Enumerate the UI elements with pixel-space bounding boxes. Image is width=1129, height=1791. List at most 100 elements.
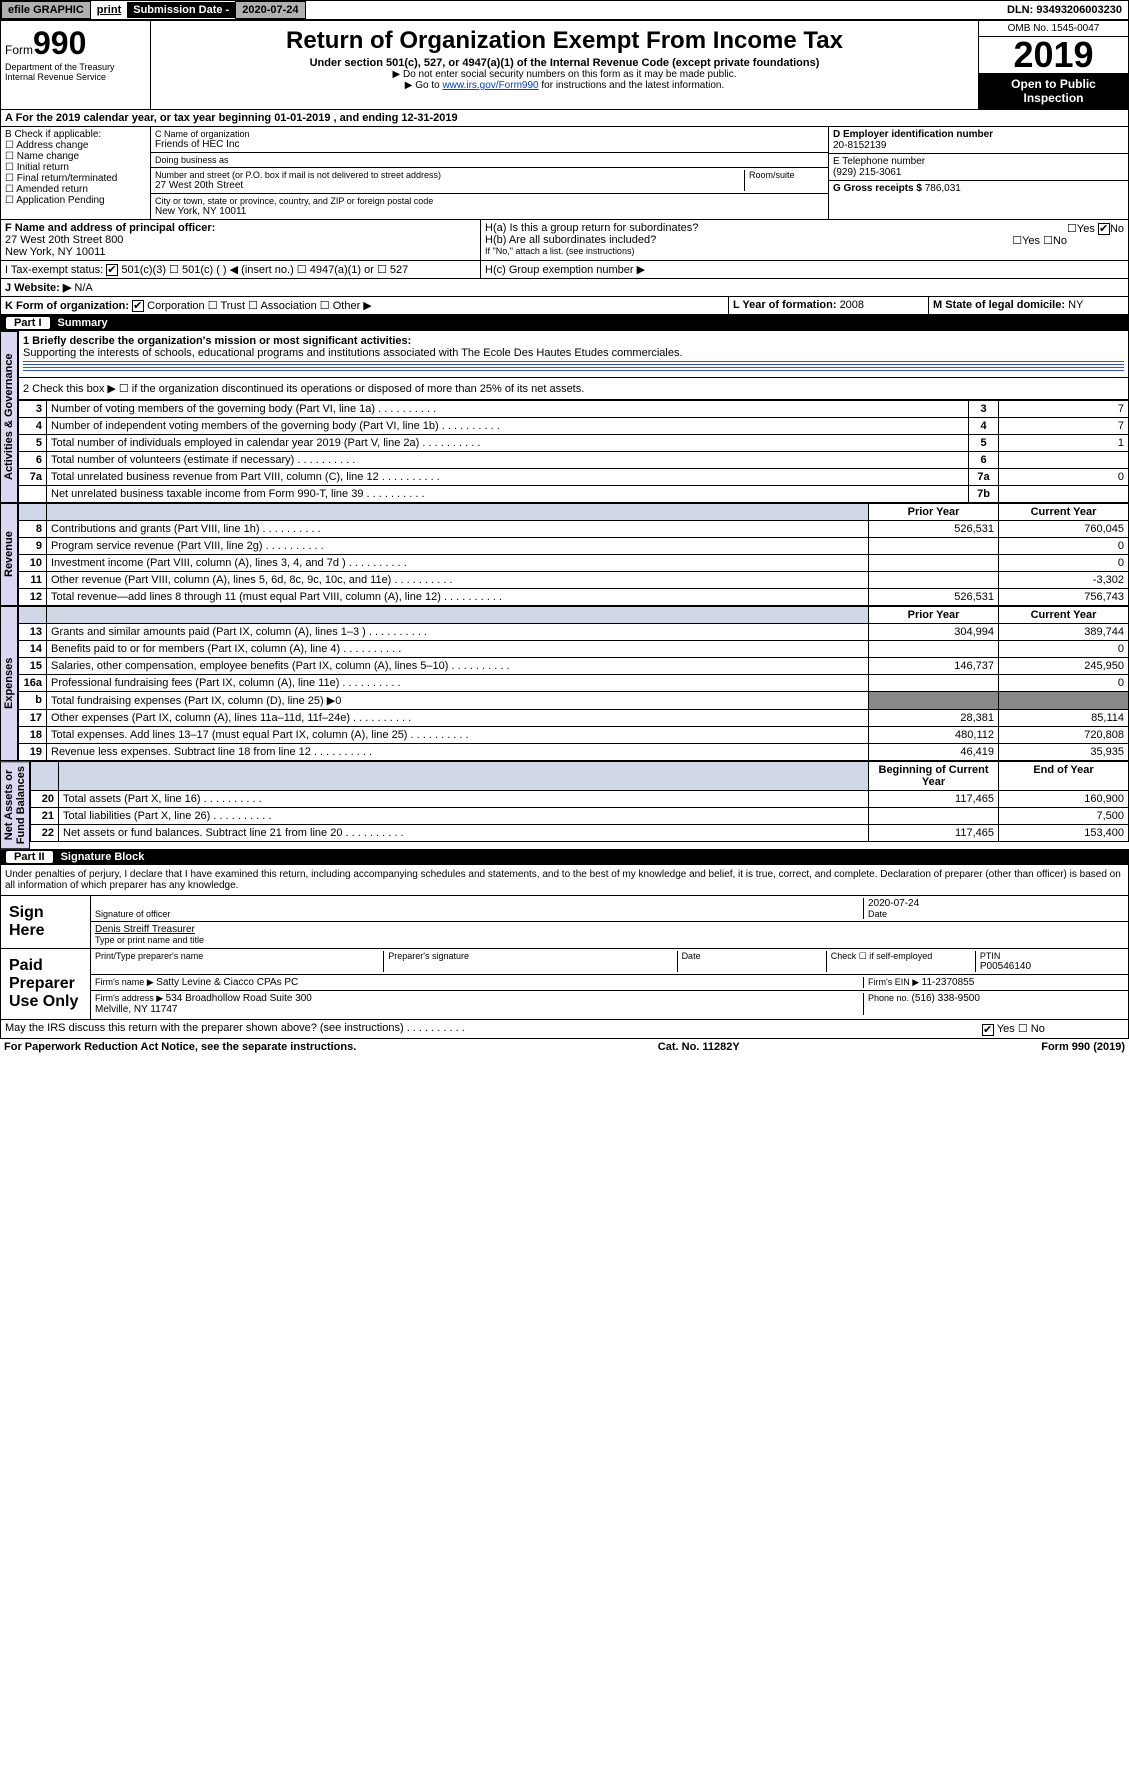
curr-amt: 760,045	[999, 521, 1129, 538]
open-to-public: Open to Public Inspection	[979, 73, 1128, 109]
form-org-label: K Form of organization:	[5, 300, 129, 312]
box-f: F Name and address of principal officer:…	[1, 220, 481, 260]
year-formation-label: L Year of formation:	[733, 299, 840, 311]
chk-pending[interactable]: ☐ Application Pending	[5, 195, 146, 206]
sidelabel-net: Net Assets or Fund Balances	[0, 761, 30, 849]
dept-label: Department of the Treasury Internal Reve…	[5, 62, 146, 82]
part2-header: Part II Signature Block	[0, 849, 1129, 865]
curr-amt: 7,500	[999, 808, 1129, 825]
ein-label: D Employer identification number	[833, 129, 1124, 140]
curr-amt: 245,950	[999, 658, 1129, 675]
goto-pre: ▶ Go to	[405, 80, 443, 91]
mission-label: 1 Briefly describe the organization's mi…	[23, 335, 1124, 347]
prior-amt: 526,531	[869, 589, 999, 606]
officer-label: F Name and address of principal officer:	[5, 222, 476, 234]
mission-text: Supporting the interests of schools, edu…	[23, 347, 1124, 359]
sig-officer-label: Signature of officer	[95, 909, 863, 919]
form990-link[interactable]: www.irs.gov/Form990	[442, 80, 538, 91]
line-amt	[999, 486, 1129, 503]
chk-addr-change[interactable]: ☐ Address change	[5, 140, 146, 151]
chk-initial[interactable]: ☐ Initial return	[5, 162, 146, 173]
col-header: Current Year	[999, 607, 1129, 624]
discuss-yes[interactable]	[982, 1024, 994, 1036]
line-text: Total number of individuals employed in …	[47, 435, 969, 452]
prior-amt: 480,112	[869, 727, 999, 744]
org-name-label: C Name of organization	[155, 129, 824, 139]
curr-amt: 35,935	[999, 744, 1129, 761]
line-ref: 5	[969, 435, 999, 452]
line-text: Other expenses (Part IX, column (A), lin…	[47, 710, 869, 727]
line-amt: 1	[999, 435, 1129, 452]
efile-button[interactable]: efile GRAPHIC	[1, 1, 91, 19]
dln-value: DLN: 93493206003230	[1001, 2, 1128, 18]
addr-label: Number and street (or P.O. box if mail i…	[155, 170, 744, 180]
chk-amended[interactable]: ☐ Amended return	[5, 184, 146, 195]
prior-amt: 146,737	[869, 658, 999, 675]
box-h: H(a) Is this a group return for subordin…	[481, 220, 1128, 260]
col-header: Prior Year	[869, 607, 999, 624]
prep-sig-h: Preparer's signature	[384, 951, 677, 972]
curr-amt: -3,302	[999, 572, 1129, 589]
phone-value: (929) 215-3061	[833, 167, 1124, 178]
footer: For Paperwork Reduction Act Notice, see …	[0, 1039, 1129, 1055]
line-text: Revenue less expenses. Subtract line 18 …	[47, 744, 869, 761]
summary-revenue: Revenue Prior YearCurrent Year8Contribut…	[0, 503, 1129, 606]
line-text: Contributions and grants (Part VIII, lin…	[47, 521, 869, 538]
discuss-label: May the IRS discuss this return with the…	[5, 1022, 404, 1034]
line-num: 17	[19, 710, 47, 727]
line-text: Benefits paid to or for members (Part IX…	[47, 641, 869, 658]
line-ref: 7b	[969, 486, 999, 503]
sign-here-row: Sign Here Signature of officer 2020-07-2…	[0, 896, 1129, 949]
part1-header: Part I Summary	[0, 315, 1129, 331]
curr-amt: 0	[999, 641, 1129, 658]
ssn-note: ▶ Do not enter social security numbers o…	[155, 69, 974, 80]
ha-no[interactable]	[1098, 223, 1110, 235]
line-num: 12	[19, 589, 47, 606]
print-button[interactable]: print	[91, 2, 127, 18]
netassets-table: Beginning of Current YearEnd of Year20To…	[30, 761, 1129, 842]
line-text: Net assets or fund balances. Subtract li…	[59, 825, 869, 842]
phone-label: E Telephone number	[833, 156, 1124, 167]
prior-amt	[869, 555, 999, 572]
submission-date-value: 2020-07-24	[235, 1, 305, 19]
sign-here-label: Sign Here	[1, 896, 91, 948]
col-header: Prior Year	[869, 504, 999, 521]
org-name: Friends of HEC Inc	[155, 139, 824, 150]
prep-date-h: Date	[678, 951, 827, 972]
room-label: Room/suite	[744, 170, 824, 191]
form-subtitle: Under section 501(c), 527, or 4947(a)(1)…	[155, 57, 974, 69]
chk-501c3[interactable]	[106, 264, 118, 276]
goto-note: ▶ Go to www.irs.gov/Form990 for instruct…	[155, 80, 974, 91]
line-text: Total assets (Part X, line 16)	[59, 791, 869, 808]
ptin-value: P00546140	[980, 961, 1124, 972]
line-num: 4	[19, 418, 47, 435]
prior-amt	[869, 572, 999, 589]
curr-amt: 0	[999, 675, 1129, 692]
line-num: 6	[19, 452, 47, 469]
chk-corp[interactable]	[132, 300, 144, 312]
line-num	[19, 486, 47, 503]
prior-amt	[869, 538, 999, 555]
governance-table: 3Number of voting members of the governi…	[18, 400, 1129, 503]
line-text: Salaries, other compensation, employee b…	[47, 658, 869, 675]
city-value: New York, NY 10011	[155, 206, 824, 217]
goto-post: for instructions and the latest informat…	[539, 80, 725, 91]
chk-final[interactable]: ☐ Final return/terminated	[5, 173, 146, 184]
sidelabel-revenue: Revenue	[0, 503, 18, 606]
line-amt: 0	[999, 469, 1129, 486]
line-ref: 6	[969, 452, 999, 469]
chk-name-change[interactable]: ☐ Name change	[5, 151, 146, 162]
line-text: Other revenue (Part VIII, column (A), li…	[47, 572, 869, 589]
line-text: Professional fundraising fees (Part IX, …	[47, 675, 869, 692]
curr-amt: 756,743	[999, 589, 1129, 606]
part1-title: Summary	[58, 317, 108, 329]
line-text: Total liabilities (Part X, line 26)	[59, 808, 869, 825]
website-label: J Website: ▶	[5, 282, 71, 294]
street-addr: 27 West 20th Street	[155, 180, 744, 191]
line-text: Total revenue—add lines 8 through 11 (mu…	[47, 589, 869, 606]
firm-name: Satty Levine & Ciacco CPAs PC	[156, 977, 298, 988]
prior-amt: 304,994	[869, 624, 999, 641]
sig-date: 2020-07-24	[868, 898, 1124, 909]
sidelabel-expenses: Expenses	[0, 606, 18, 761]
curr-amt: 720,808	[999, 727, 1129, 744]
